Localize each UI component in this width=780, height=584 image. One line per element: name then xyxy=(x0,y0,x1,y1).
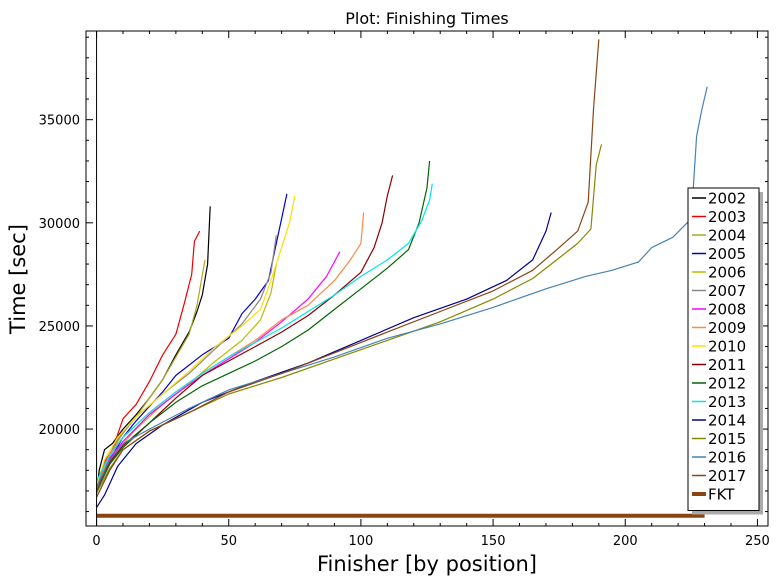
series-line-2015 xyxy=(96,144,603,494)
y-tick-label: 20000 xyxy=(39,423,80,438)
series-line-2017 xyxy=(96,39,600,498)
x-tick-label: 200 xyxy=(613,534,638,549)
series-line-2007 xyxy=(96,235,277,487)
legend-label-2012: 2012 xyxy=(708,375,746,393)
axis-ticks: 0 50 100 150 200 250 20000 25000 30000 35000 xyxy=(39,31,770,549)
legend-label-2010: 2010 xyxy=(708,338,746,356)
series-line-2012 xyxy=(96,160,431,492)
legend-label-2011: 2011 xyxy=(708,356,746,374)
legend-label-2015: 2015 xyxy=(708,430,746,448)
series-line-2013 xyxy=(96,183,433,481)
legend-label-fkt: FKT xyxy=(708,486,735,504)
x-tick-label: 250 xyxy=(745,534,770,549)
series-line-2006 xyxy=(96,263,277,492)
legend-label-2002: 2002 xyxy=(708,190,746,208)
series-line-2011 xyxy=(96,175,394,488)
legend-label-2004: 2004 xyxy=(708,227,746,245)
series-line-2008 xyxy=(96,251,341,492)
legend: 2002200320042005200620072008200920102011… xyxy=(687,187,763,515)
plot-frame xyxy=(85,30,769,527)
x-tick-label: 50 xyxy=(220,534,237,549)
x-axis-label: Finisher [by position] xyxy=(317,552,537,576)
plot-area: 0 50 100 150 200 250 20000 25000 30000 35000 xyxy=(39,30,770,549)
y-tick-label: 25000 xyxy=(39,320,80,335)
chart-title: Plot: Finishing Times xyxy=(345,9,509,28)
y-tick-label: 30000 xyxy=(39,217,80,232)
y-axis-label: Time [sec] xyxy=(6,224,30,335)
series-line-2010 xyxy=(96,195,296,485)
series-line-2016 xyxy=(96,86,708,488)
legend-label-2007: 2007 xyxy=(708,282,746,300)
legend-label-2017: 2017 xyxy=(708,467,746,485)
legend-label-2005: 2005 xyxy=(708,245,746,263)
legend-label-2008: 2008 xyxy=(708,301,746,319)
series-lines xyxy=(96,39,708,518)
legend-label-2009: 2009 xyxy=(708,319,746,337)
series-line-2009 xyxy=(96,212,365,490)
legend-label-2016: 2016 xyxy=(708,449,746,467)
x-tick-label: 100 xyxy=(349,534,374,549)
legend-label-2013: 2013 xyxy=(708,393,746,411)
series-line-2003 xyxy=(96,230,201,487)
x-tick-label: 0 xyxy=(92,534,100,549)
x-tick-label: 150 xyxy=(481,534,506,549)
legend-label-2014: 2014 xyxy=(708,412,746,430)
y-tick-label: 35000 xyxy=(39,114,80,129)
legend-label-2003: 2003 xyxy=(708,208,746,226)
legend-label-2006: 2006 xyxy=(708,264,746,282)
